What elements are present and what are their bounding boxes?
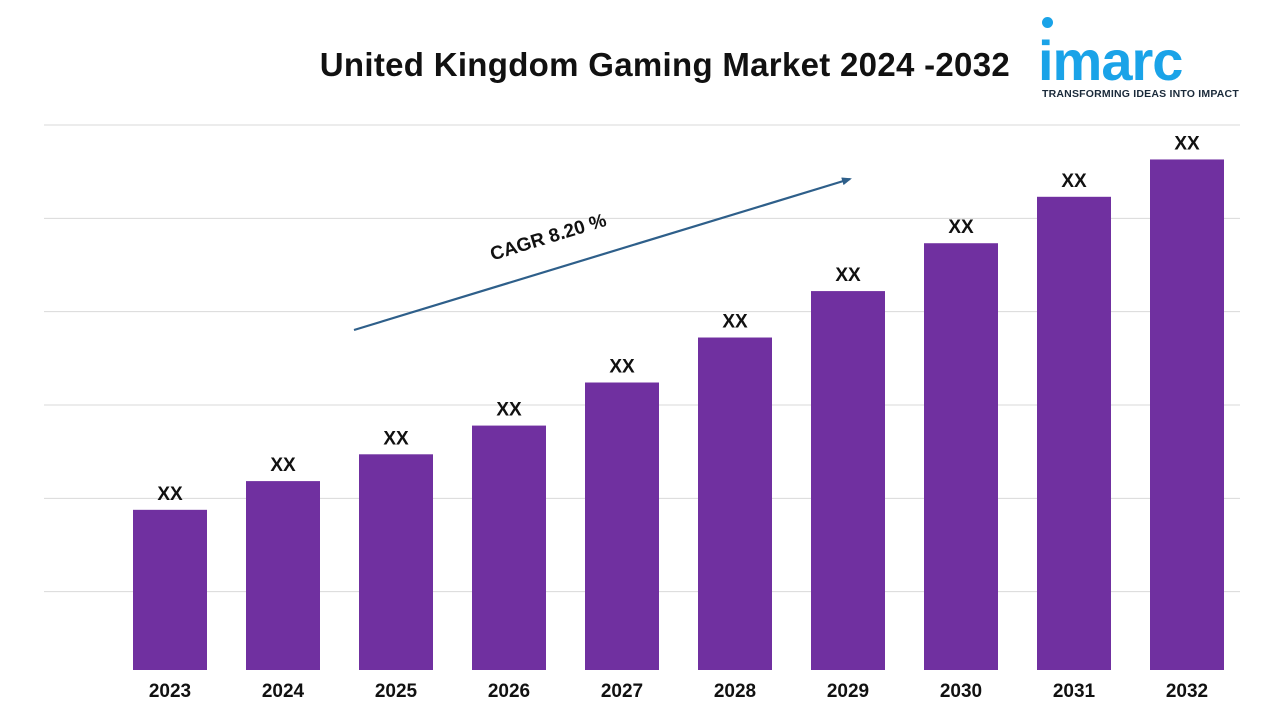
bars [133,159,1224,671]
x-tick-2027: 2027 [601,681,643,702]
data-label-2032: XX [1174,133,1200,154]
bar-2032 [1150,159,1224,670]
x-tick-2031: 2031 [1053,681,1096,702]
x-tick-2029: 2029 [827,681,869,702]
data-label-2031: XX [1061,171,1087,192]
data-label-2023: XX [157,484,183,505]
x-tick-2025: 2025 [375,681,418,702]
bar-2024 [246,481,320,670]
bar-2023 [133,509,207,670]
data-label-2026: XX [496,400,522,421]
chart-title: United Kingdom Gaming Market 2024 -2032 [319,46,1010,83]
x-tick-2032: 2032 [1166,681,1208,702]
data-label-2028: XX [722,312,748,333]
bar-2027 [585,382,659,670]
bar-2030 [924,243,998,670]
cagr-trend-arrow [353,177,852,332]
logo-wordmark: imarc [1038,29,1183,92]
logo-dot-icon [1042,17,1053,28]
bar-2026 [472,425,546,670]
data-label-2030: XX [948,217,974,238]
data-label-2029: XX [835,265,861,286]
x-tick-2030: 2030 [940,681,982,702]
bar-2025 [359,454,433,670]
bar-2031 [1037,196,1111,671]
x-tick-2026: 2026 [488,681,530,702]
bar-2028 [698,337,772,670]
imarc-logo: imarc TRANSFORMING IDEAS INTO IMPACT [1036,14,1239,104]
x-tick-2023: 2023 [149,681,191,702]
logo-tagline: TRANSFORMING IDEAS INTO IMPACT [1042,88,1239,100]
data-label-2024: XX [270,455,296,476]
x-tick-2028: 2028 [714,681,756,702]
data-labels: XX XX XX XX XX XX XX XX XX XX [157,133,1200,504]
bar-2029 [811,291,885,670]
data-label-2025: XX [383,428,409,449]
x-axis-tick-labels: 2023 2024 2025 2026 2027 2028 2029 2030 2031 2032 [149,681,1208,702]
x-tick-2024: 2024 [262,681,305,702]
data-label-2027: XX [609,357,635,378]
